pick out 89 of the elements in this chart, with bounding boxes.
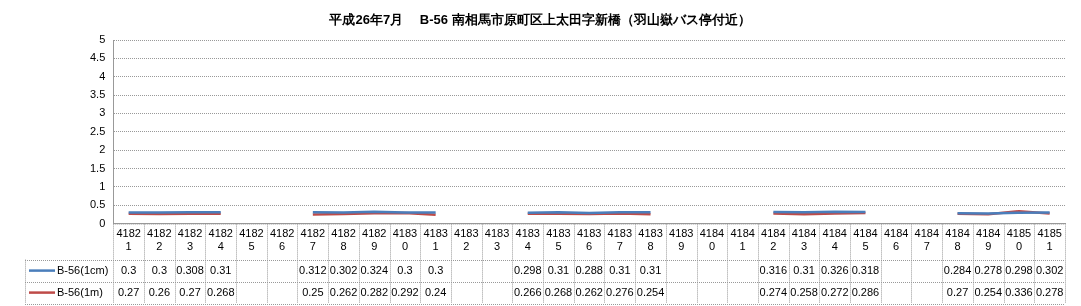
data-label: 0.31 <box>210 263 232 276</box>
y-tick-label: 0 <box>99 216 106 229</box>
y-tick-label: 5 <box>99 33 106 46</box>
data-label: 0.31 <box>609 263 631 276</box>
data-label: 0.298 <box>513 263 542 276</box>
data-label: 0.278 <box>974 263 1003 276</box>
x-tick-label: 41851 <box>1037 227 1062 253</box>
data-label: 0.268 <box>544 285 573 298</box>
x-tick-label: 41829 <box>362 227 387 253</box>
data-label: 0.318 <box>851 263 880 276</box>
x-tick-label: 41828 <box>331 227 356 253</box>
data-label: 0.324 <box>360 263 389 276</box>
data-label: 0.284 <box>943 263 972 276</box>
data-label: 0.298 <box>1005 263 1033 276</box>
x-tick-label: 41823 <box>177 227 203 253</box>
data-label: 0.268 <box>206 285 235 298</box>
legend-label: B-56(1m) <box>57 285 103 298</box>
data-label: 0.31 <box>547 263 570 276</box>
x-tick-label: 41824 <box>208 227 233 253</box>
y-tick-label: 2.5 <box>89 124 106 137</box>
x-tick-label: 41822 <box>147 227 172 253</box>
data-label: 0.27 <box>946 285 969 298</box>
x-tick-label: 41849 <box>976 227 1001 253</box>
x-tick-label: 41837 <box>607 227 633 253</box>
x-tick-label: 41825 <box>239 227 264 253</box>
data-label: 0.25 <box>302 285 324 298</box>
x-tick-label: 41838 <box>638 227 663 253</box>
data-label: 0.312 <box>299 263 327 276</box>
data-label: 0.31 <box>639 263 662 276</box>
x-tick-label: 41841 <box>730 227 755 253</box>
chart-title: 平成26年7月 B-56 南相馬市原町区上太田字新橋（羽山嶽バス停付近） <box>328 11 751 27</box>
data-label: 0.288 <box>575 263 603 276</box>
data-label: 0.292 <box>391 285 419 298</box>
y-tick-label: 4 <box>99 69 106 82</box>
y-tick-label: 1 <box>99 179 106 192</box>
data-label: 0.3 <box>428 263 444 276</box>
x-tick-label: 41834 <box>515 227 540 253</box>
x-tick-label: 41835 <box>546 227 571 253</box>
y-tick-label: 2 <box>99 143 106 156</box>
x-tick-label: 41832 <box>454 227 479 253</box>
data-label: 0.3 <box>151 263 167 276</box>
data-label: 0.254 <box>636 285 665 298</box>
data-label: 0.3 <box>397 263 413 276</box>
x-tick-label: 41842 <box>761 227 786 253</box>
data-label: 0.26 <box>148 285 171 298</box>
data-label: 0.326 <box>820 263 849 276</box>
data-label: 0.27 <box>179 285 201 298</box>
data-label: 0.24 <box>424 285 447 298</box>
x-tick-label: 41827 <box>300 227 326 253</box>
x-tick-label: 41850 <box>1006 227 1032 253</box>
data-label: 0.276 <box>606 285 634 298</box>
data-label: 0.272 <box>820 285 849 298</box>
x-tick-label: 41844 <box>822 227 847 253</box>
x-tick-label: 41843 <box>791 227 817 253</box>
x-tick-label: 41830 <box>392 227 418 253</box>
x-tick-label: 41821 <box>116 227 141 253</box>
x-tick-label: 41845 <box>853 227 878 253</box>
x-tick-label: 41846 <box>883 227 909 253</box>
data-label: 0.27 <box>117 285 140 298</box>
x-tick-label: 41848 <box>945 227 970 253</box>
data-label: 0.254 <box>974 285 1003 298</box>
y-tick-label: 1.5 <box>89 161 106 174</box>
y-tick-label: 4.5 <box>89 51 106 64</box>
data-label: 0.274 <box>759 285 788 298</box>
x-tick-label: 41840 <box>699 227 725 253</box>
x-tick-label: 41836 <box>576 227 602 253</box>
x-tick-label: 41826 <box>269 227 295 253</box>
x-tick-label: 41839 <box>669 227 694 253</box>
data-label: 0.31 <box>793 263 815 276</box>
legend-label: B-56(1cm) <box>57 263 109 276</box>
data-label: 0.302 <box>329 263 358 276</box>
data-label: 0.3 <box>120 263 137 276</box>
data-label: 0.266 <box>513 285 542 298</box>
data-label: 0.278 <box>1035 285 1064 298</box>
data-label: 0.282 <box>360 285 389 298</box>
y-tick-label: 3.5 <box>89 88 106 101</box>
data-label: 0.308 <box>176 263 204 276</box>
x-tick-label: 41847 <box>914 227 940 253</box>
data-label: 0.302 <box>1035 263 1064 276</box>
data-label: 0.336 <box>1005 285 1033 298</box>
data-label: 0.286 <box>851 285 880 298</box>
y-tick-label: 0.5 <box>89 198 106 211</box>
x-tick-label: 41833 <box>484 227 510 253</box>
y-tick-label: 3 <box>99 106 106 119</box>
x-tick-label: 41831 <box>423 227 448 253</box>
data-label: 0.262 <box>575 285 603 298</box>
data-label: 0.258 <box>790 285 818 298</box>
data-label: 0.262 <box>329 285 358 298</box>
data-label: 0.316 <box>759 263 788 276</box>
